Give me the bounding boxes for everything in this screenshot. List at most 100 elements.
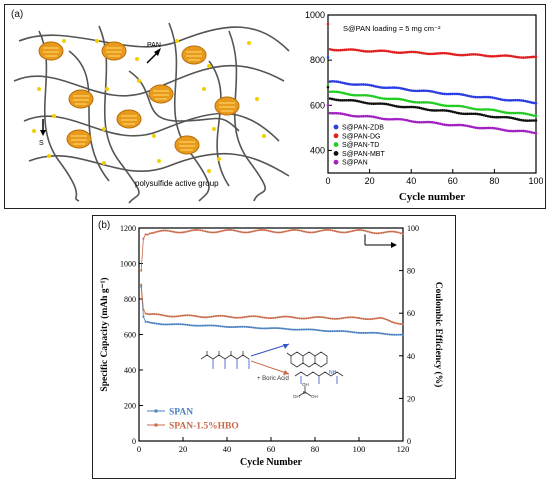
data-point (493, 96, 496, 100)
data-point (420, 120, 423, 124)
data-point (322, 329, 325, 332)
data-point (447, 52, 450, 55)
data-point (331, 229, 334, 232)
data-point (186, 230, 189, 233)
data-point (441, 109, 444, 112)
legend-marker (154, 409, 158, 413)
data-point (387, 50, 390, 53)
data-point (283, 230, 286, 233)
legend-label: S@PAN (342, 160, 368, 167)
data-point (466, 106, 469, 109)
data-point (520, 56, 523, 59)
data-point (342, 231, 345, 234)
oh-label-3: OH (302, 382, 309, 387)
data-point (371, 231, 374, 234)
data-point (380, 86, 384, 89)
data-point (420, 101, 423, 104)
data-point (296, 317, 299, 319)
data-point (416, 120, 419, 124)
data-point (349, 230, 352, 233)
data-point (532, 55, 536, 59)
data-point (391, 97, 394, 101)
data-point (505, 98, 509, 102)
data-point (230, 229, 233, 231)
legend-label: SPAN (169, 408, 193, 418)
data-point (499, 115, 502, 119)
data-point (332, 98, 336, 101)
y2-tick-label: 40 (407, 352, 415, 361)
data-point (524, 99, 527, 103)
data-point (387, 86, 390, 90)
data-point (528, 100, 532, 104)
data-point (355, 48, 359, 52)
data-point (497, 97, 500, 101)
data-point (351, 230, 354, 232)
data-point (341, 99, 344, 102)
data-point (509, 111, 513, 115)
data-point (173, 323, 176, 326)
data-point (430, 120, 434, 124)
data-point (428, 120, 432, 124)
data-point (237, 325, 239, 328)
data-point (532, 119, 536, 122)
data-point (142, 237, 145, 240)
data-point (353, 83, 357, 86)
data-point (520, 99, 523, 102)
data-point (428, 52, 432, 56)
x-tick-label: 120 (397, 444, 410, 454)
data-point (387, 103, 390, 106)
data-point (366, 94, 369, 97)
y2-tick-label: 60 (407, 309, 415, 318)
data-point (443, 109, 446, 112)
data-point (296, 328, 299, 331)
data-point (371, 318, 374, 320)
data-point (252, 230, 255, 233)
data-point (351, 99, 355, 102)
data-point (330, 97, 334, 101)
data-point (388, 230, 391, 233)
data-point (501, 115, 505, 119)
data-point (449, 104, 453, 108)
data-point (153, 313, 156, 315)
data-point (190, 314, 193, 317)
data-point (164, 314, 167, 317)
data-point (374, 102, 378, 105)
data-point (388, 320, 391, 322)
data-point (179, 231, 182, 234)
data-point (338, 330, 341, 332)
data-point (166, 315, 169, 318)
data-point (164, 323, 167, 326)
data-point (470, 112, 473, 116)
data-point (343, 112, 346, 116)
data-point (476, 53, 480, 56)
data-point (142, 308, 145, 311)
data-point (364, 101, 367, 105)
data-point (434, 91, 438, 94)
data-point (403, 87, 407, 91)
data-point (355, 93, 359, 97)
data-point (243, 231, 246, 234)
data-point (463, 124, 467, 127)
data-point (534, 101, 538, 105)
data-point (204, 324, 206, 327)
data-point (397, 51, 401, 54)
data-point (276, 316, 279, 319)
data-point (368, 94, 371, 97)
data-point (237, 316, 239, 319)
data-point (326, 83, 330, 87)
data-point (401, 87, 405, 91)
data-point (164, 229, 167, 232)
data-point (351, 316, 354, 319)
data-point (261, 229, 264, 231)
data-point (226, 229, 228, 231)
data-point (369, 318, 371, 321)
data-point (405, 88, 409, 91)
data-point (522, 119, 525, 122)
data-point (472, 95, 475, 99)
data-point (157, 323, 160, 325)
data-point (480, 108, 484, 111)
y-tick-label: 0 (132, 437, 136, 446)
data-point (335, 80, 338, 83)
data-point (459, 104, 463, 108)
data-point (491, 96, 494, 99)
